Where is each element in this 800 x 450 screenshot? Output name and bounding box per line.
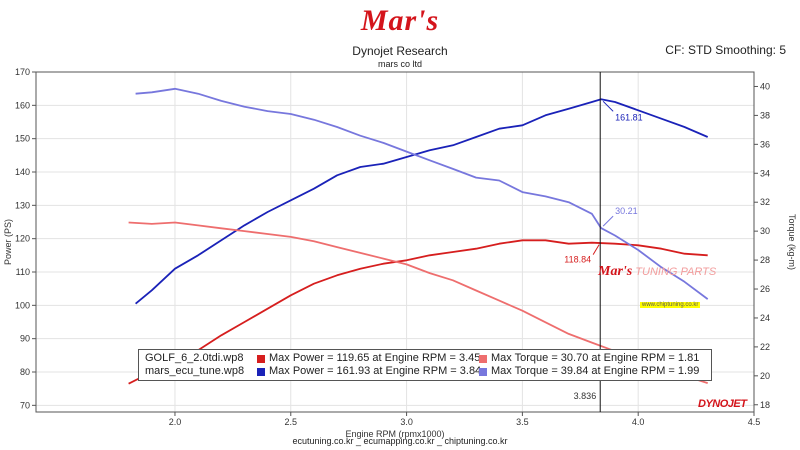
watermark-site: www.chiptuning.co.kr [640, 302, 701, 308]
footer-text: ecutuning.co.kr _ ecumapping.co.kr _ chi… [292, 436, 508, 446]
right-tick-label: 36 [760, 139, 770, 149]
x-tick-label: 3.5 [516, 417, 529, 427]
legend-file: mars_ecu_tune.wp8 [145, 365, 245, 377]
watermark-text: TUNING PARTS [635, 266, 717, 278]
series-line-power-1 [135, 98, 709, 305]
annotation-torque: 30.21 [615, 206, 638, 216]
right-tick-label: 34 [760, 168, 770, 178]
brand-logo: Mar's [360, 4, 440, 37]
right-tick-label: 24 [760, 313, 770, 323]
right-tick-label: 40 [760, 81, 770, 91]
series-line-power-0 [128, 239, 708, 385]
left-tick-label: 80 [20, 367, 30, 377]
left-tick-label: 170 [15, 67, 30, 77]
legend-torque-swatch [479, 355, 487, 363]
plot-frame [35, 71, 755, 413]
x-tick-label: 4.5 [748, 417, 761, 427]
left-tick-label: 130 [15, 200, 30, 210]
annotation-pointer [602, 100, 614, 112]
annotations: 161.81 30.21 118.84 [564, 100, 643, 265]
legend-torque-swatch [479, 368, 487, 376]
right-tick-label: 30 [760, 226, 770, 236]
legend-power-text: Max Power = 161.93 at Engine RPM = 3.84 [269, 365, 482, 377]
left-tick-label: 140 [15, 167, 30, 177]
chart-subtitle: mars co ltd [377, 59, 422, 69]
left-tick-label: 100 [15, 300, 30, 310]
right-axis-label: Torque (kg-m) [787, 214, 797, 270]
x-tick-label: 3.0 [400, 417, 413, 427]
legend: GOLF_6_2.0tdi.wp8 Max Power = 119.65 at … [138, 349, 712, 381]
right-tick-label: 18 [760, 400, 770, 410]
annotation-stock-power: 118.84 [564, 255, 591, 265]
annotation-pointer [592, 244, 600, 255]
legend-torque-text: Max Torque = 39.84 at Engine RPM = 1.99 [491, 365, 700, 377]
legend-power-text: Max Power = 119.65 at Engine RPM = 3.45 [269, 352, 481, 364]
right-tick-label: 20 [760, 371, 770, 381]
series-lines [128, 87, 709, 385]
x-tick-label: 2.5 [285, 417, 298, 427]
series-line-torque-3 [135, 87, 709, 300]
dynojet-logo: DYNOJET [698, 398, 747, 410]
cursor-label-bg [564, 390, 599, 402]
left-tick-label: 70 [20, 400, 30, 410]
x-axis-ticks: 2.0 2.5 3.0 3.5 4.0 4.5 [169, 412, 761, 427]
correction-factor-label: CF: STD Smoothing: 5 [665, 43, 786, 57]
legend-power-swatch [257, 355, 265, 363]
right-tick-label: 38 [760, 110, 770, 120]
x-axis-label: Engine RPM (rpmx1000) [345, 429, 444, 439]
annotation-pointer [602, 215, 614, 227]
watermark: Mar's TUNING PARTS [598, 264, 716, 280]
right-axis-ticks: 18 20 22 24 26 28 30 32 34 36 38 40 [754, 81, 770, 410]
legend-power-swatch [257, 368, 265, 376]
left-tick-label: 120 [15, 234, 30, 244]
left-axis-ticks: 70 80 90 100 110 120 130 140 150 160 170 [15, 67, 36, 410]
cursor-label: 3.836 [574, 391, 597, 401]
left-axis-label: Power (PS) [3, 219, 13, 265]
left-tick-label: 160 [15, 100, 30, 110]
left-tick-label: 150 [15, 134, 30, 144]
annotation-max-power: 161.81 [615, 112, 643, 122]
legend-row: mars_ecu_tune.wp8 Max Power = 161.93 at … [139, 365, 711, 379]
x-tick-label: 2.0 [169, 417, 182, 427]
watermark-brand: Mar's [598, 264, 633, 279]
chart-title: Dynojet Research [352, 44, 448, 58]
legend-row: GOLF_6_2.0tdi.wp8 Max Power = 119.65 at … [139, 352, 711, 366]
left-tick-label: 90 [20, 334, 30, 344]
x-tick-label: 4.0 [632, 417, 645, 427]
right-tick-label: 26 [760, 284, 770, 294]
legend-torque-text: Max Torque = 30.70 at Engine RPM = 1.81 [491, 352, 700, 364]
left-tick-label: 110 [16, 267, 30, 277]
right-tick-label: 32 [760, 197, 770, 207]
right-tick-label: 22 [760, 342, 770, 352]
legend-file: GOLF_6_2.0tdi.wp8 [145, 352, 244, 364]
right-tick-label: 28 [760, 255, 770, 265]
